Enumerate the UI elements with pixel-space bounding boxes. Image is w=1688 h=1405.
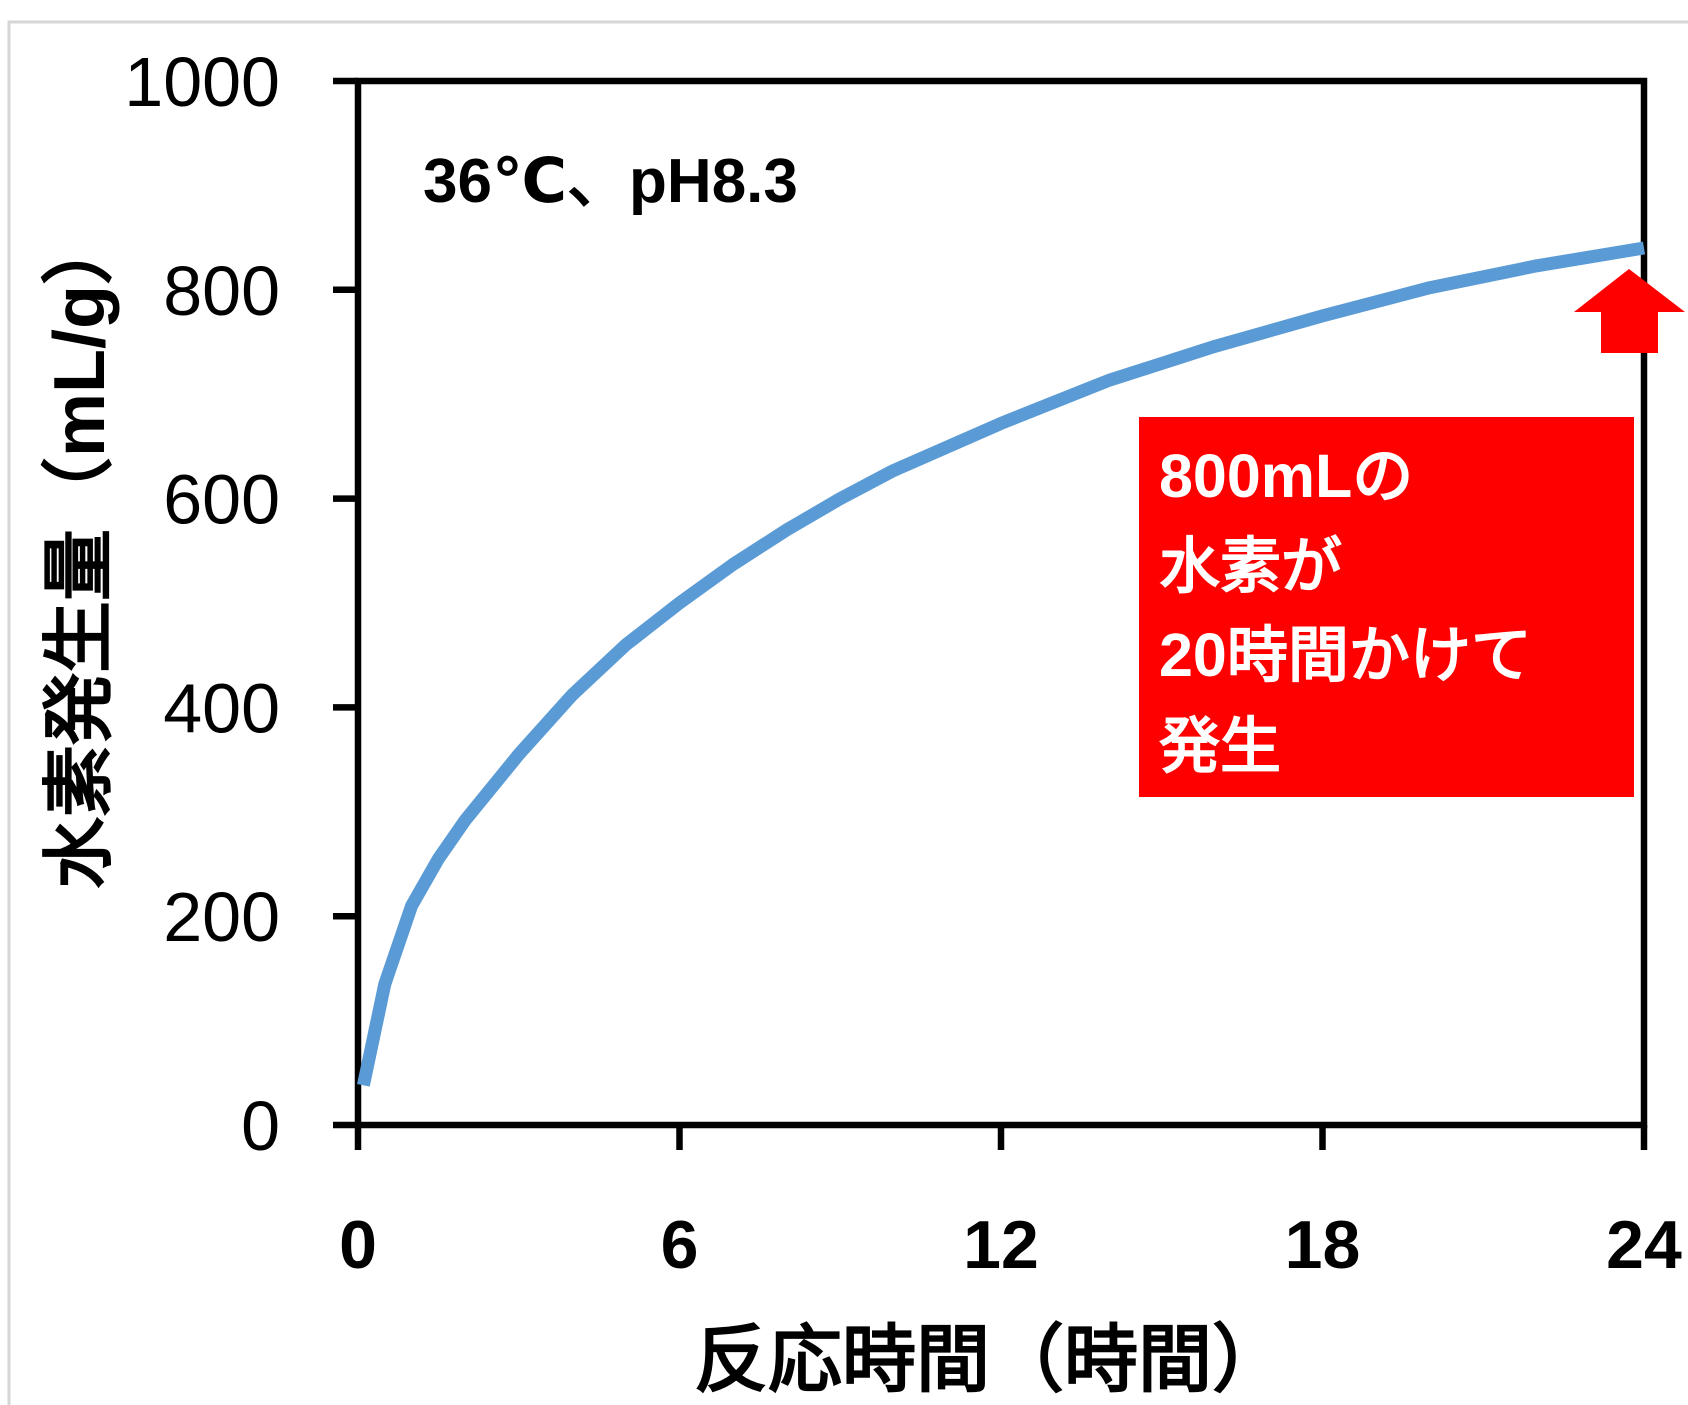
callout-line-2: 水素が [1159, 532, 1342, 600]
y-tick-label: 1000 [124, 43, 280, 121]
callout-line-1: 800mLの [1159, 442, 1413, 510]
x-tick-label: 6 [661, 1207, 699, 1283]
y-tick-label: 600 [163, 461, 280, 539]
y-tick-label: 400 [163, 669, 280, 747]
callout-box [1139, 417, 1634, 797]
axes: 0 200 400 600 800 1000 0 6 12 18 24 [124, 43, 1682, 1283]
callout-line-3: 20時間かけて [1159, 621, 1532, 689]
y-tick-label: 200 [163, 878, 280, 956]
x-tick-label: 12 [963, 1207, 1039, 1283]
x-axis-title: 反応時間（時間） [694, 1318, 1286, 1401]
x-tick-label: 0 [339, 1207, 377, 1283]
y-axis-title: 水素発生量（mL/g） [40, 213, 120, 889]
callout-line-4: 発生 [1159, 712, 1281, 780]
image-border [7, 20, 1688, 1405]
series-line [357, 241, 1646, 1087]
y-tick-label: 0 [241, 1087, 280, 1165]
series-layer [357, 241, 1646, 1087]
condition-annotation: 36℃、pH8.3 [423, 147, 798, 216]
x-tick-label: 18 [1285, 1207, 1361, 1283]
y-tick-label: 800 [163, 252, 280, 330]
x-tick-label: 24 [1606, 1207, 1682, 1283]
up-arrow-icon [1574, 269, 1685, 353]
